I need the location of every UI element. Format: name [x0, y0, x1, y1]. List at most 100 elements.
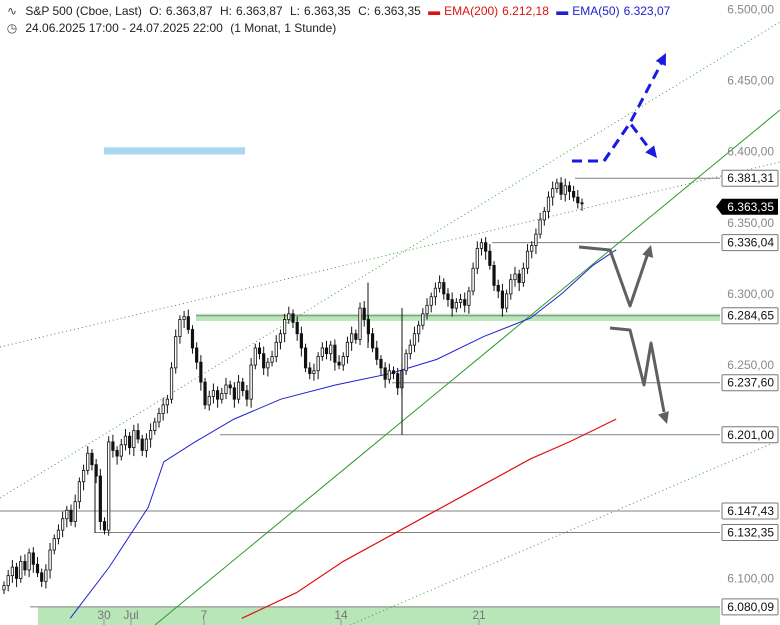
- pullback-path-arrow: [578, 245, 650, 308]
- candle-body: [90, 452, 94, 466]
- candle-body: [362, 307, 366, 320]
- candle-body: [10, 566, 14, 577]
- candle-body: [140, 438, 144, 451]
- candle-body: [65, 509, 69, 520]
- upper-channel-line: [0, 21, 780, 499]
- candle-body: [165, 398, 169, 406]
- candle-body: [241, 381, 245, 392]
- candle-body: [144, 438, 149, 451]
- candle-body: [98, 475, 102, 522]
- candle-body: [35, 563, 40, 574]
- candle-body: [169, 367, 174, 400]
- candle-body: [40, 572, 44, 582]
- candle-body: [580, 202, 584, 205]
- candle-body: [77, 481, 81, 503]
- candle-body: [299, 333, 303, 349]
- level-label: 6.132,35: [727, 525, 774, 539]
- low-value: 6.363,35: [304, 4, 351, 18]
- clock-icon: ◷: [6, 21, 18, 35]
- period-text: (1 Monat, 1 Stunde): [230, 21, 337, 35]
- candle-body: [232, 387, 236, 400]
- candle-body: [52, 538, 56, 551]
- candle-body: [224, 384, 228, 394]
- candle-body: [6, 575, 10, 587]
- candle-body: [195, 347, 199, 363]
- candle-body: [86, 452, 90, 471]
- candle-body: [488, 250, 492, 266]
- candle-body: [228, 384, 232, 389]
- candle-body: [324, 347, 329, 355]
- candle-body: [350, 333, 354, 343]
- candle-body: [467, 290, 471, 306]
- candle-body: [387, 370, 391, 380]
- candle-body: [148, 430, 153, 440]
- level-lines-layer: [0, 177, 720, 608]
- candle-body: [492, 265, 496, 286]
- level-label: 6.381,31: [727, 171, 774, 185]
- candle-body: [157, 413, 161, 423]
- high-value: 6.363,87: [235, 4, 283, 18]
- candle-body: [509, 279, 513, 295]
- candle-body: [417, 324, 421, 335]
- candle-body: [174, 336, 178, 369]
- candle-body: [303, 347, 308, 369]
- candle-body: [396, 373, 400, 389]
- candle-body: [345, 341, 350, 357]
- candle-body: [283, 319, 287, 335]
- candle-body: [530, 245, 534, 252]
- candle-body: [316, 356, 320, 372]
- candle-body: [425, 304, 429, 315]
- price-tick-label: 6.400,00: [727, 145, 774, 159]
- candle-body: [442, 282, 446, 295]
- level-label: 6.147,43: [727, 504, 774, 518]
- candle-body: [404, 353, 408, 372]
- candle-body: [337, 361, 341, 366]
- level-label-box: [721, 374, 779, 392]
- breakdown-path-arrow: [609, 326, 666, 413]
- pullback-arrow-head: [642, 245, 654, 258]
- high-label: H:: [219, 4, 232, 18]
- time-tick-label: 7: [201, 608, 208, 622]
- price-tick-label: 6.250,00: [727, 358, 774, 372]
- trendlines-layer: [0, 21, 780, 625]
- candle-body: [136, 430, 140, 440]
- candle-body: [383, 367, 387, 380]
- candle-body: [236, 381, 241, 400]
- candle-body: [559, 182, 563, 195]
- candle-body: [161, 404, 165, 414]
- candle-body: [119, 444, 123, 457]
- candle-body: [576, 196, 580, 204]
- candle-body: [56, 529, 61, 540]
- candle-body: [266, 361, 270, 369]
- candle-body: [454, 302, 458, 309]
- mid-channel-line: [0, 161, 780, 348]
- level-label-box: [721, 169, 779, 187]
- candle-body: [555, 182, 559, 189]
- candle-body: [123, 435, 128, 446]
- candle-body: [379, 358, 383, 369]
- candle-body: [211, 390, 216, 397]
- candle-body: [115, 450, 119, 457]
- candle-body: [61, 518, 65, 531]
- resistance-zone: [104, 147, 245, 155]
- level-label: 6.080,09: [727, 600, 774, 614]
- wave-icon: ∿: [6, 4, 18, 18]
- candle-body: [505, 293, 509, 309]
- candle-body: [496, 284, 500, 292]
- ema50-line: [69, 249, 617, 619]
- price-tick-label: 6.450,00: [727, 73, 774, 87]
- candle-body: [203, 381, 207, 406]
- candle-body: [27, 552, 31, 571]
- candle-body: [475, 247, 479, 269]
- candle-body: [358, 307, 362, 340]
- candle-body: [128, 435, 132, 448]
- candle-body: [458, 299, 463, 303]
- candle-body: [274, 341, 278, 357]
- candle-body: [245, 390, 249, 400]
- candle-body: [320, 347, 324, 357]
- price-tick-label: 6.350,00: [727, 216, 774, 230]
- candle-body: [312, 370, 316, 374]
- candle-body: [433, 287, 438, 298]
- level-label-box: [721, 426, 779, 444]
